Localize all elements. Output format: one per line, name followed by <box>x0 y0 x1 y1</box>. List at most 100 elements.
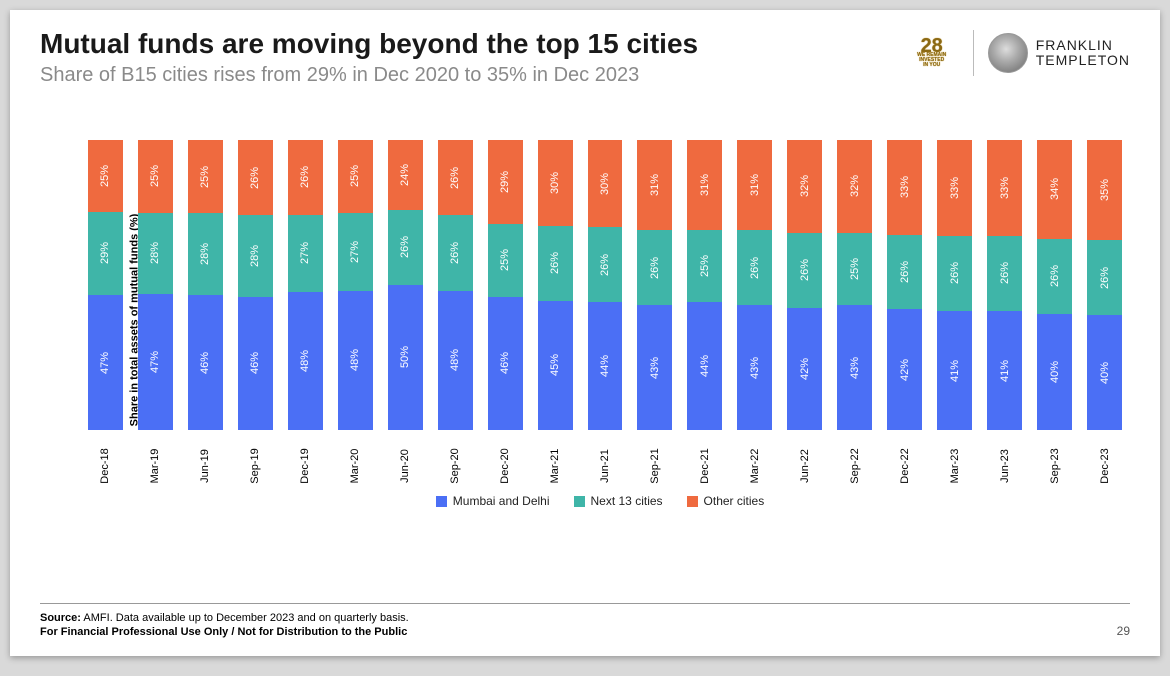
x-tick-label: Mar-23 <box>949 449 961 484</box>
segment-value-label: 26% <box>949 262 961 284</box>
segment-value-label: 40% <box>1099 362 1111 384</box>
legend-item: Next 13 cities <box>574 494 663 508</box>
bar-segment: 25% <box>687 230 722 303</box>
x-tick-label: Dec-23 <box>1099 448 1111 483</box>
title-block: Mutual funds are moving beyond the top 1… <box>40 28 905 87</box>
segment-value-label: 26% <box>449 167 461 189</box>
segment-value-label: 27% <box>349 241 361 263</box>
x-tick-label: Mar-19 <box>149 449 161 484</box>
plot-area: 25%29%47%25%28%47%25%28%46%26%28%46%26%2… <box>80 140 1130 430</box>
source-label: Source: <box>40 612 81 624</box>
x-tick: Mar-22 <box>737 438 772 488</box>
bar: 25%29%47% <box>88 140 123 430</box>
segment-value-label: 40% <box>1049 361 1061 383</box>
badge-number: 28 <box>921 39 943 53</box>
segment-value-label: 43% <box>849 357 861 379</box>
bar-segment: 42% <box>887 309 922 430</box>
x-tick-label: Jun-21 <box>599 449 611 483</box>
bar-segment: 31% <box>687 140 722 230</box>
x-tick-label: Sep-20 <box>449 448 461 483</box>
source-line: Source: AMFI. Data available up to Decem… <box>40 612 1130 624</box>
x-tick: Dec-22 <box>887 438 922 488</box>
bar-segment: 44% <box>687 302 722 430</box>
bar-segment: 26% <box>887 235 922 310</box>
bar-segment: 26% <box>588 227 623 302</box>
segment-value-label: 48% <box>299 350 311 372</box>
x-tick-label: Sep-23 <box>1049 448 1061 483</box>
x-tick: Jun-21 <box>588 438 623 488</box>
bar: 26% 28% 46% <box>238 140 273 430</box>
bar: 26%27%48% <box>288 140 323 430</box>
bar-segment: 26% <box>438 140 473 215</box>
x-tick-label: Mar-20 <box>349 449 361 484</box>
bar-segment: 47% <box>138 294 173 430</box>
x-tick: Mar-21 <box>538 438 573 488</box>
bar-segment: 29% <box>88 212 123 295</box>
segment-value-label: 33% <box>949 177 961 199</box>
bar-segment: 26% <box>737 230 772 305</box>
bar-segment: 40% <box>1087 315 1122 430</box>
segment-value-label: 25% <box>849 258 861 280</box>
bar: 30% 26% 45% <box>538 140 573 430</box>
disclaimer: For Financial Professional Use Only / No… <box>40 626 1130 638</box>
bar: 25%27%48% <box>338 140 373 430</box>
bar: 32%26%42% <box>787 140 822 430</box>
x-tick-label: Mar-22 <box>749 449 761 484</box>
bar: 24%26%50% <box>388 140 423 430</box>
segment-value-label: 41% <box>999 360 1011 382</box>
bar-segment: 43% <box>737 305 772 430</box>
bar-segment: 25% <box>338 140 373 213</box>
header: Mutual funds are moving beyond the top 1… <box>10 10 1160 87</box>
segment-value-label: 25% <box>199 166 211 188</box>
segment-value-label: 25% <box>99 165 111 187</box>
ft-logo-text: FRANKLIN TEMPLETON <box>1036 38 1130 69</box>
bar: 32%25%43% <box>837 140 872 430</box>
legend-item: Mumbai and Delhi <box>436 494 550 508</box>
slide: Mutual funds are moving beyond the top 1… <box>10 10 1160 656</box>
segment-value-label: 48% <box>449 349 461 371</box>
x-axis-labels: Dec-18Mar-19Jun-19Sep-19Dec-19Mar-20Jun-… <box>80 438 1130 488</box>
bar-segment: 26% <box>388 210 423 285</box>
bar-segment: 31% <box>737 140 772 230</box>
segment-value-label: 44% <box>599 355 611 377</box>
segment-value-label: 47% <box>149 351 161 373</box>
segment-value-label: 24% <box>399 164 411 186</box>
segment-value-label: 46% <box>249 352 261 374</box>
segment-value-label: 43% <box>749 357 761 379</box>
x-tick: Jun-19 <box>188 438 223 488</box>
legend: Mumbai and DelhiNext 13 citiesOther citi… <box>70 494 1130 508</box>
segment-value-label: 30% <box>549 172 561 194</box>
x-tick: Sep-19 <box>238 438 273 488</box>
slide-title: Mutual funds are moving beyond the top 1… <box>40 28 905 60</box>
bar: 33%26%41% <box>987 140 1022 430</box>
segment-value-label: 26% <box>749 257 761 279</box>
bar-segment: 30% <box>588 140 623 227</box>
bar-segment: 45% <box>538 301 573 430</box>
bar: 35%26%40% <box>1087 140 1122 430</box>
bar-segment: 27% <box>338 213 373 291</box>
segment-value-label: 26% <box>549 252 561 274</box>
x-tick-label: Dec-20 <box>499 448 511 483</box>
logo-group: 28 WE REMAIN INVESTED IN YOU FRANKLIN TE… <box>905 28 1130 78</box>
ft-line2: TEMPLETON <box>1036 53 1130 68</box>
footer: Source: AMFI. Data available up to Decem… <box>40 603 1130 638</box>
x-tick-label: Dec-22 <box>899 448 911 483</box>
bar-segment: 28% <box>188 213 223 295</box>
segment-value-label: 28% <box>249 245 261 267</box>
bar-segment: 25% <box>488 224 523 297</box>
bar: 33%26%42% <box>887 140 922 430</box>
segment-value-label: 42% <box>899 359 911 381</box>
bar-segment: 29% <box>488 140 523 224</box>
bar-segment: 34% <box>1037 140 1072 239</box>
segment-value-label: 26% <box>449 242 461 264</box>
bar-segment: 26% <box>238 140 273 215</box>
segment-value-label: 25% <box>149 165 161 187</box>
bar-segment: 43% <box>637 305 672 430</box>
segment-value-label: 26% <box>799 259 811 281</box>
anniversary-badge-icon: 28 WE REMAIN INVESTED IN YOU <box>905 28 959 78</box>
bar-segment: 44% <box>588 302 623 430</box>
x-tick: Dec-18 <box>88 438 123 488</box>
bar-segment: 26% <box>1037 239 1072 314</box>
x-tick-label: Mar-21 <box>549 449 561 484</box>
segment-value-label: 43% <box>649 357 661 379</box>
